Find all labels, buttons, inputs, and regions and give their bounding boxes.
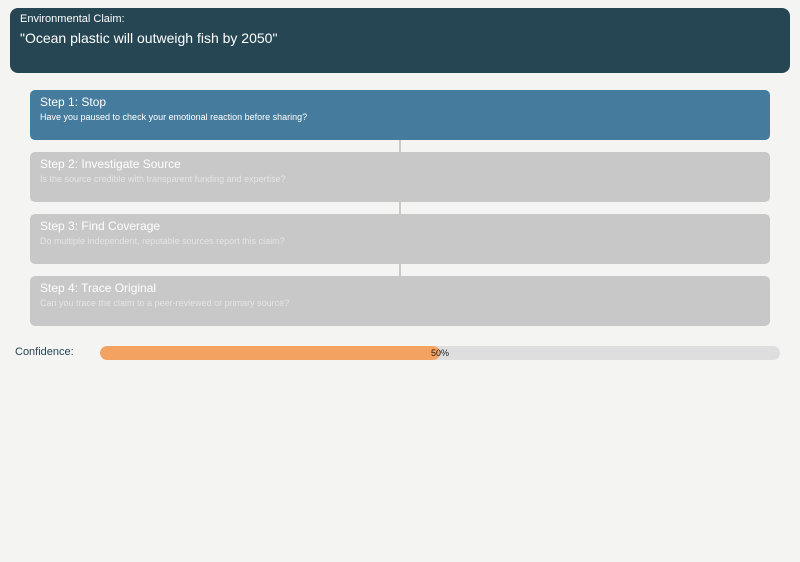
step-question: Is the source credible with transparent … [40, 174, 286, 184]
confidence-meter-fill [100, 346, 440, 360]
step-connector [399, 138, 401, 152]
step-connector [399, 262, 401, 276]
step-investigate-source[interactable]: Step 2: Investigate Source Is the source… [30, 152, 770, 202]
step-title: Step 1: Stop [40, 95, 107, 109]
claim-text: "Ocean plastic will outweigh fish by 205… [20, 30, 278, 46]
step-trace-original[interactable]: Step 4: Trace Original Can you trace the… [30, 276, 770, 326]
confidence-value: 50% [430, 348, 449, 358]
step-stop[interactable]: Step 1: Stop Have you paused to check yo… [30, 90, 770, 140]
step-title: Step 2: Investigate Source [40, 157, 181, 171]
step-connector [399, 200, 401, 214]
step-question: Can you trace the claim to a peer-review… [40, 298, 290, 308]
confidence-label: Confidence: [15, 346, 74, 358]
step-question: Have you paused to check your emotional … [40, 112, 308, 122]
step-question: Do multiple independent, reputable sourc… [40, 236, 285, 246]
step-find-coverage[interactable]: Step 3: Find Coverage Do multiple indepe… [30, 214, 770, 264]
claim-label: Environmental Claim: [20, 13, 125, 25]
step-title: Step 4: Trace Original [40, 281, 157, 295]
claim-header: Environmental Claim: "Ocean plastic will… [10, 8, 790, 73]
step-title: Step 3: Find Coverage [40, 219, 161, 233]
confidence-meter: 50% [100, 346, 780, 360]
